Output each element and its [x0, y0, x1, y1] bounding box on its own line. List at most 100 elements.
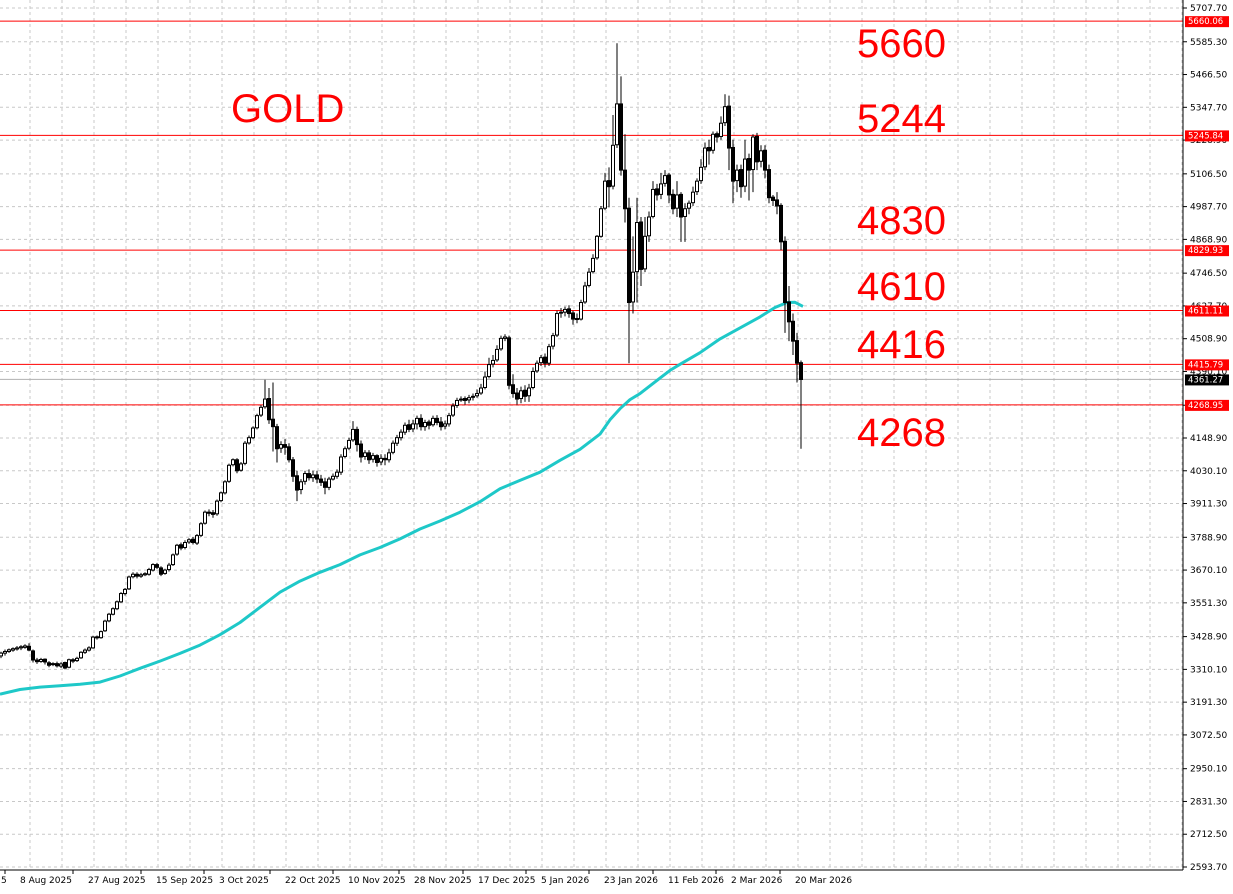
candle-body — [531, 370, 535, 388]
candle-body — [119, 593, 123, 603]
candle-body — [63, 662, 67, 669]
y-tick-label: 3551.30 — [1190, 599, 1227, 609]
candle-body — [251, 427, 255, 439]
candle-body — [767, 169, 771, 199]
candles — [0, 43, 803, 670]
y-tick-label: 4746.50 — [1190, 269, 1227, 279]
candle-body — [503, 336, 507, 339]
y-tick-label: 5585.30 — [1190, 38, 1227, 48]
candle-body — [551, 335, 555, 347]
candle-body — [27, 645, 31, 651]
candle-body — [483, 376, 487, 388]
x-tick-label: 8 Aug 2025 — [20, 876, 72, 886]
candle-body — [507, 337, 511, 386]
candle-body — [315, 474, 319, 480]
candle-body — [419, 417, 423, 428]
candle-body — [399, 431, 403, 439]
candle-body — [139, 574, 143, 577]
candle-body — [695, 180, 699, 193]
level-tag-text: 4611.11 — [1188, 306, 1223, 316]
candle-body — [299, 481, 303, 491]
candle-body — [127, 576, 131, 590]
candle-body — [371, 455, 375, 460]
candle-body — [475, 393, 479, 397]
candle-body — [607, 180, 611, 188]
candle-body — [467, 397, 471, 401]
y-tick-label: 3788.90 — [1190, 533, 1227, 543]
candle-body — [383, 457, 387, 461]
candle-body — [99, 631, 103, 639]
candle-body — [355, 428, 359, 446]
y-tick-label: 5466.50 — [1190, 71, 1227, 81]
candle-body — [327, 478, 331, 488]
candle-body — [375, 455, 379, 464]
candle-body — [615, 103, 619, 146]
candle-body — [351, 428, 355, 441]
candle-body — [439, 421, 443, 428]
candle-body — [347, 439, 351, 449]
y-tick-label: 4390.10 — [1190, 367, 1227, 377]
candle-body — [319, 478, 323, 483]
candle-body — [195, 535, 199, 544]
candle-body — [395, 437, 399, 444]
candle-body — [591, 257, 595, 273]
candle-body — [31, 650, 35, 661]
candle-body — [387, 452, 391, 461]
candle-body — [179, 544, 183, 549]
candle-body — [235, 459, 239, 472]
y-tick-label: 3310.10 — [1190, 665, 1227, 675]
candle-body — [359, 443, 363, 458]
y-tick-label: 4148.90 — [1190, 434, 1227, 444]
candle-body — [287, 446, 291, 461]
candle-body — [263, 398, 267, 408]
candle-body — [579, 302, 583, 320]
candle-body — [715, 133, 719, 138]
candle-body — [451, 405, 455, 416]
candle-body — [555, 313, 559, 336]
x-tick-label: 27 Aug 2025 — [88, 876, 146, 886]
y-tick-label: 5106.50 — [1190, 170, 1227, 180]
candle-body — [739, 169, 743, 188]
candle-body — [35, 659, 39, 663]
candle-body — [211, 512, 215, 515]
candle-body — [667, 174, 671, 196]
candle-body — [107, 613, 111, 622]
candle-body — [487, 364, 491, 377]
candle-body — [619, 103, 623, 171]
candle-body — [71, 659, 75, 662]
axis — [0, 0, 1184, 871]
candle-body — [343, 448, 347, 457]
y-tick-label: 2950.10 — [1190, 765, 1227, 775]
y-tick-label: 4868.90 — [1190, 235, 1227, 245]
candle-body — [687, 202, 691, 209]
x-tick-label: 11 Feb 2026 — [668, 876, 724, 886]
candle-body — [495, 348, 499, 361]
x-tick-label: 15 Sep 2025 — [156, 876, 213, 886]
candle-body — [631, 271, 635, 303]
candle-body — [283, 444, 287, 448]
candle-body — [51, 663, 55, 666]
candle-body — [659, 183, 663, 195]
candle-body — [339, 456, 343, 473]
candle-body — [59, 663, 63, 667]
candle-body — [239, 463, 243, 471]
candle-body — [23, 645, 27, 648]
horizontal-levels — [0, 20, 1183, 406]
x-tick-labels: 5 8 Aug 2025 27 Aug 2025 15 Sep 2025 3 Oct 2… — [1, 870, 852, 886]
candle-body — [207, 511, 211, 514]
candle-body — [279, 444, 283, 449]
level-tag — [1185, 245, 1229, 257]
candle-body — [19, 646, 23, 649]
candle-body — [255, 415, 259, 429]
level-tag — [1185, 130, 1229, 142]
candle-body — [515, 392, 519, 400]
y-tick-label: 5707.70 — [1190, 4, 1227, 14]
candle-body — [135, 573, 139, 577]
candle-body — [243, 442, 247, 464]
candle-body — [79, 651, 83, 659]
candle-body — [391, 442, 395, 453]
candle-body — [683, 208, 687, 217]
candle-body — [271, 418, 275, 428]
candle-body — [459, 398, 463, 401]
